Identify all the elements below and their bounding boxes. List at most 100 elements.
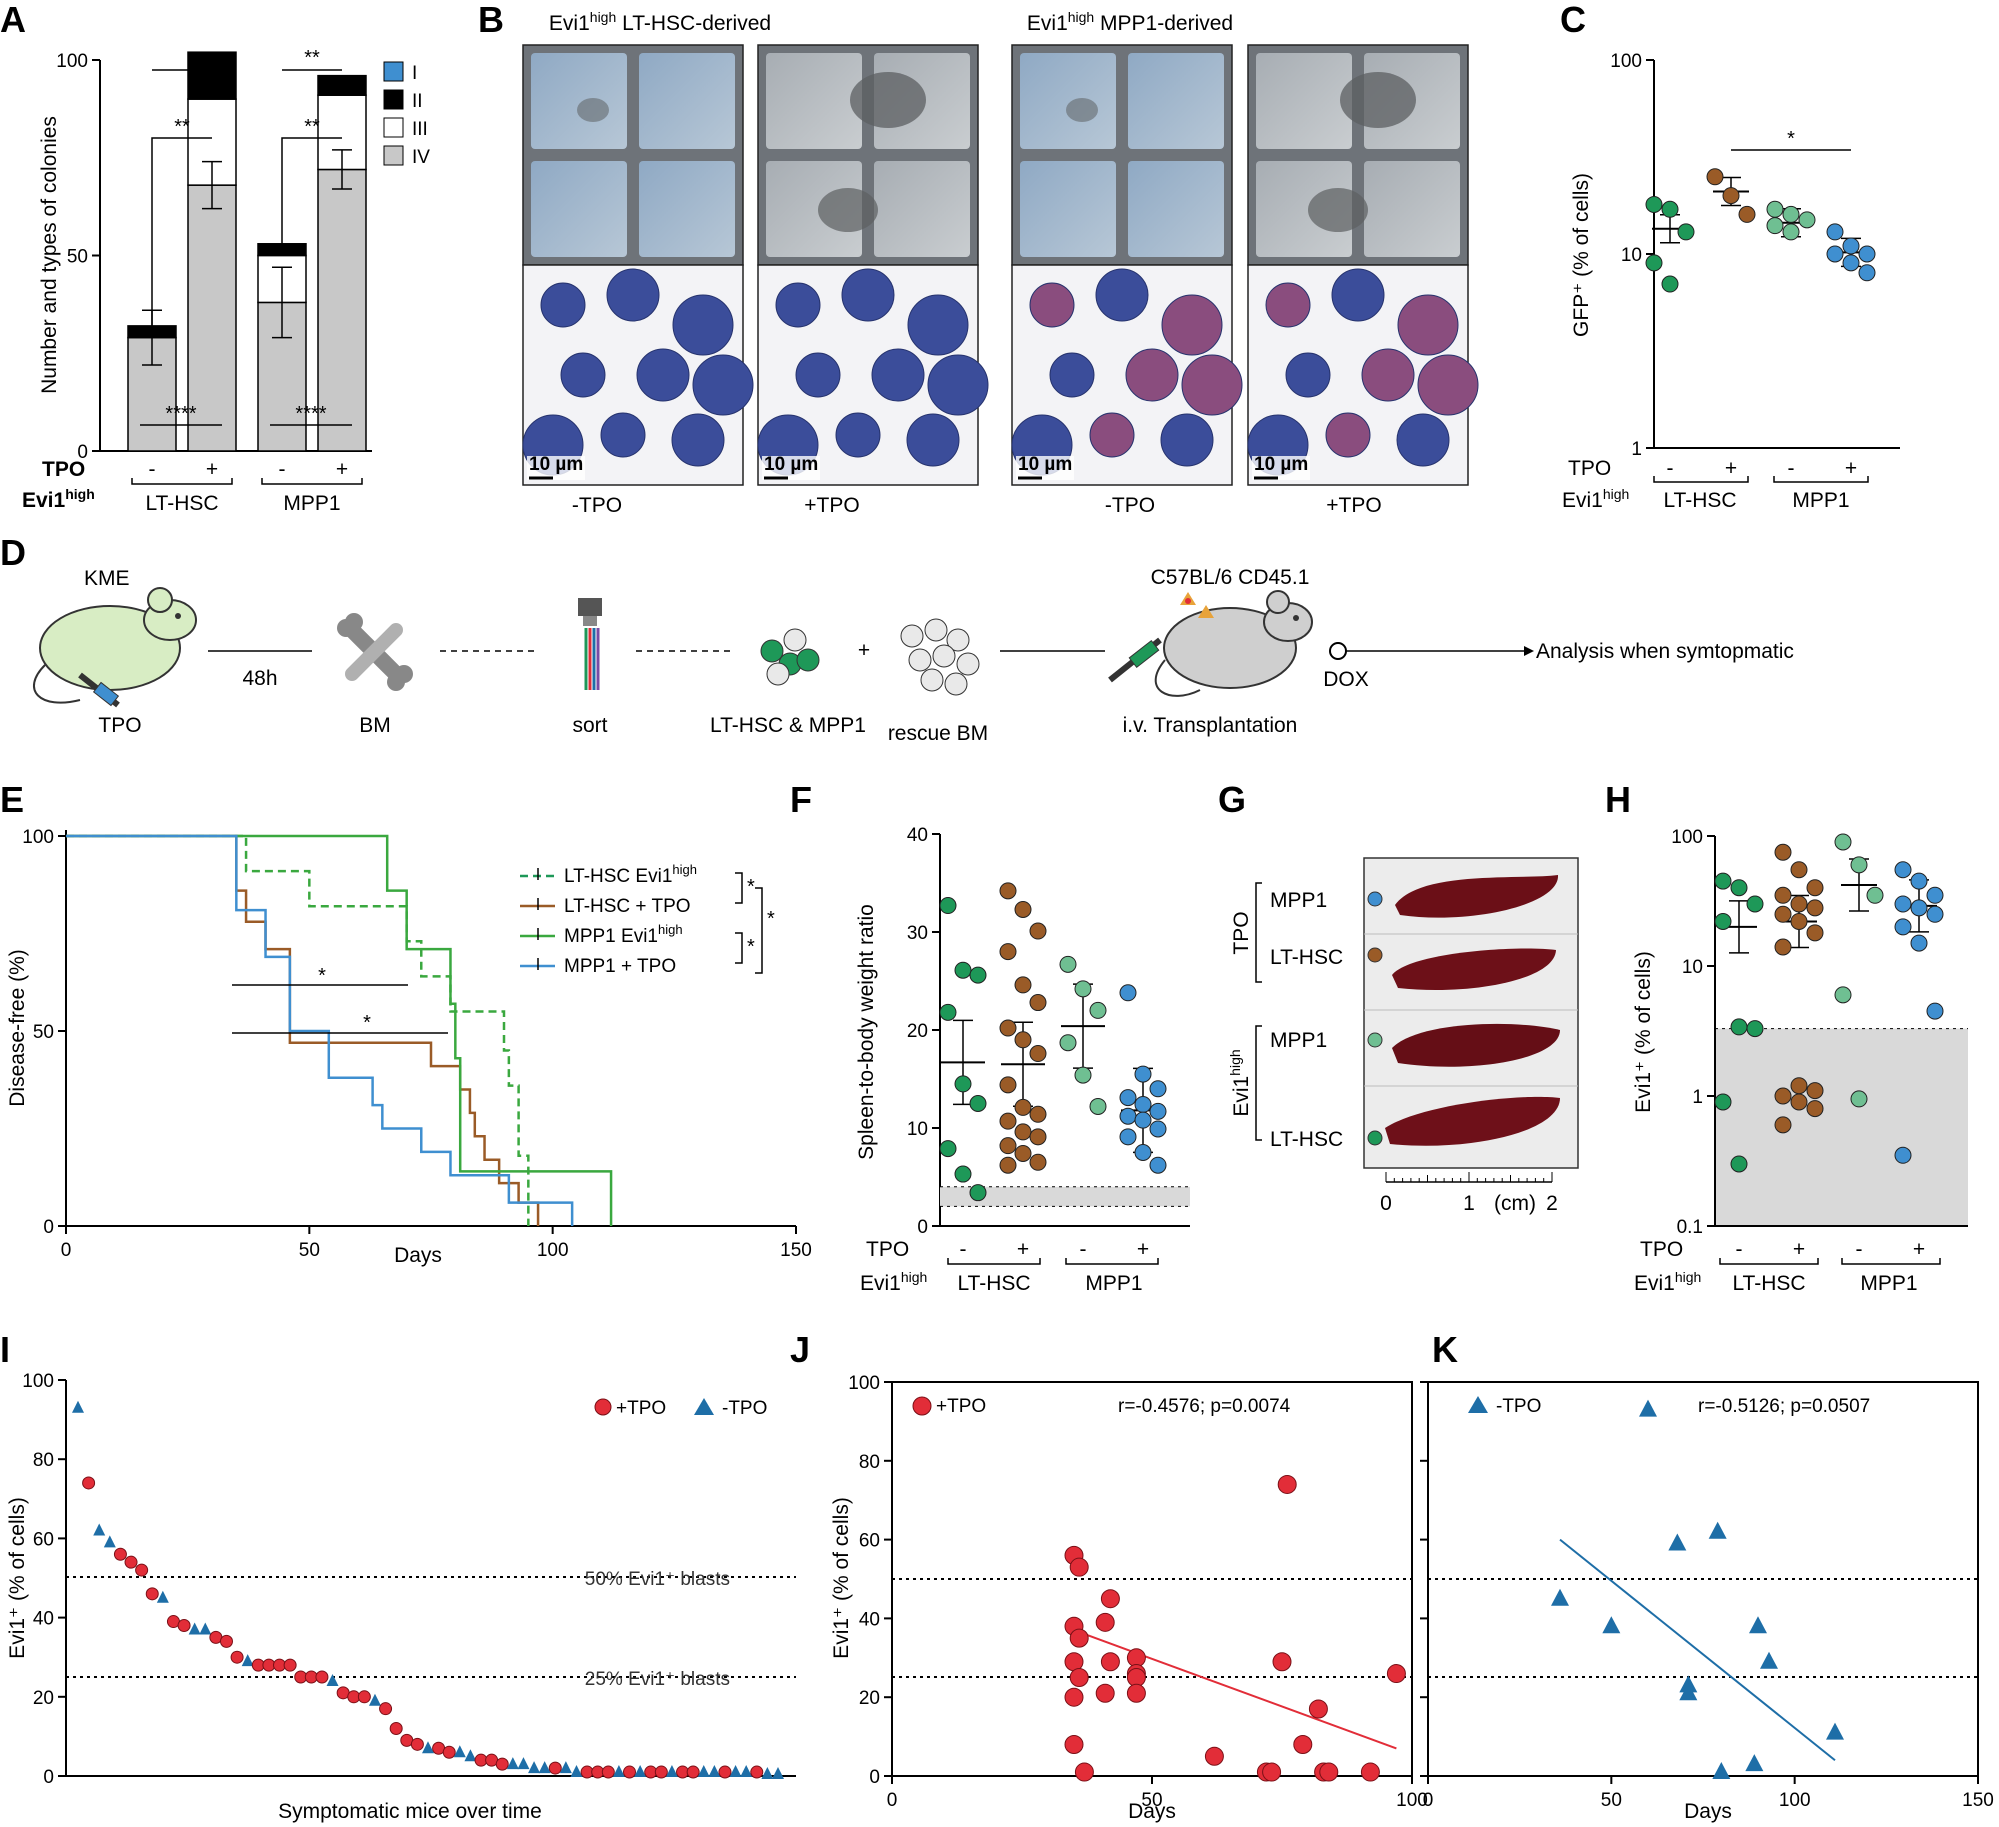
cell: [775, 282, 821, 328]
point-minus-tpo: [326, 1673, 339, 1686]
data-point: [1014, 900, 1032, 918]
point-minus-tpo: [729, 1765, 742, 1778]
data-point: [939, 897, 957, 915]
b-title-left: Evi1high LT-HSC-derived: [549, 9, 771, 35]
y-tick-label: 1: [1631, 439, 1642, 460]
data-point: [1834, 986, 1852, 1004]
a-legend-i: I: [412, 63, 417, 84]
a-sig-bottom-1: ****: [165, 403, 196, 425]
data-point: [1774, 843, 1792, 861]
cell: [672, 294, 734, 356]
data-point: [969, 1184, 987, 1202]
e-sig-1: *: [318, 965, 326, 987]
sorted-cells-icon: [760, 628, 820, 686]
a-sig-mid-1: **: [174, 116, 190, 138]
data-point: [1360, 1762, 1380, 1782]
cell: [1161, 294, 1223, 356]
panel-label-k: K: [1432, 1329, 1458, 1370]
a-legend-swatch-i: [383, 61, 404, 82]
a-row-evi: Evi1high: [22, 486, 95, 512]
point-plus-tpo: [219, 1634, 233, 1648]
data-point: [1894, 918, 1912, 936]
survival-curve-1: [66, 834, 530, 1226]
data-point: [1149, 1080, 1167, 1098]
x-tick-label: 50: [1141, 1790, 1162, 1811]
h-group-lthsc: LT-HSC: [1732, 1272, 1805, 1295]
point-minus-tpo: [506, 1757, 519, 1770]
data-point: [1858, 264, 1876, 282]
scale-label: 10 µm: [529, 454, 583, 475]
cell: [1265, 282, 1311, 328]
y-tick-label: 50: [33, 1022, 54, 1043]
h-row-evi: Evi1high: [1634, 1269, 1701, 1295]
data-point: [1774, 905, 1792, 923]
scale-label: 10 µm: [1254, 454, 1308, 475]
x-tick-label: 100: [1779, 1790, 1811, 1811]
data-point: [1029, 1153, 1047, 1171]
x-tick-label: 100: [537, 1240, 569, 1261]
point-minus-tpo: [103, 1535, 116, 1548]
point-minus-tpo: [517, 1757, 530, 1770]
data-point: [1714, 1093, 1732, 1111]
point-minus-tpo: [612, 1765, 625, 1778]
data-point: [1029, 1105, 1047, 1123]
y-tick-label: 10: [1621, 245, 1642, 266]
data-point: [1089, 1097, 1107, 1115]
y-tick-label: 100: [1671, 827, 1703, 848]
i-legend-minus: -TPO: [722, 1398, 767, 1419]
g-bracket-tpo: [1255, 882, 1262, 983]
data-point: [1069, 1668, 1089, 1687]
c-group-mpp1: MPP1: [1792, 489, 1849, 512]
colony-cluster: [1066, 98, 1098, 122]
data-point: [1014, 1123, 1032, 1141]
cell: [1160, 413, 1214, 467]
y-tick-label: 100: [1610, 51, 1642, 72]
data-point: [1910, 872, 1928, 890]
b-image-panels: 10 µm 10 µm 10 µm 10 µm: [522, 44, 1479, 486]
data-point: [1722, 187, 1740, 205]
normal-range-band: [940, 1186, 1190, 1207]
data-point: [999, 1076, 1017, 1094]
f-group-mpp1: MPP1: [1085, 1272, 1142, 1295]
data-point: [1730, 1155, 1748, 1173]
well-square: [1128, 161, 1224, 257]
cell: [871, 348, 925, 402]
well-square: [531, 161, 627, 257]
data-point: [1714, 912, 1732, 930]
g-scale-0: 0: [1380, 1192, 1392, 1215]
g-spleen-1: [1395, 875, 1559, 918]
a-sig-mid-1-line: [151, 137, 212, 330]
panel-label-d: D: [0, 532, 26, 573]
well-square: [766, 53, 862, 149]
point-minus-tpo: [665, 1765, 678, 1778]
f-row-tpo: TPO: [866, 1238, 909, 1261]
k-legend: -TPO: [1496, 1396, 1541, 1417]
j-stats: r=-0.4576; p=0.0074: [1118, 1396, 1291, 1417]
data-point: [1149, 1120, 1167, 1138]
g-scale-2: 2: [1546, 1192, 1558, 1215]
data-point: [1926, 886, 1944, 904]
panel-label-a: A: [0, 0, 26, 40]
data-point: [1029, 1045, 1047, 1063]
c-sig: *: [1787, 128, 1795, 150]
e-legend-bracket-2: [735, 932, 743, 964]
data-point: [1134, 1095, 1152, 1113]
x-tick-label: 50: [299, 1240, 320, 1261]
cell: [906, 413, 960, 467]
data-point: [1790, 1093, 1808, 1111]
y-tick-label: 80: [859, 1452, 880, 1473]
g-dot-3: [1367, 1032, 1383, 1048]
data-point: [999, 882, 1017, 900]
c-sign-3: -: [1788, 457, 1795, 480]
g-dot-4: [1367, 1130, 1383, 1146]
data-point: [1712, 1762, 1731, 1780]
x-tick-label: 0: [61, 1240, 72, 1261]
point-plus-tpo: [145, 1587, 159, 1601]
cell: [1361, 348, 1415, 402]
data-point: [1730, 1018, 1748, 1036]
cell: [1181, 354, 1243, 416]
j-x-label: Days: [1128, 1800, 1176, 1823]
panel-label-f: F: [790, 779, 812, 820]
panel-label-i: I: [0, 1329, 10, 1370]
